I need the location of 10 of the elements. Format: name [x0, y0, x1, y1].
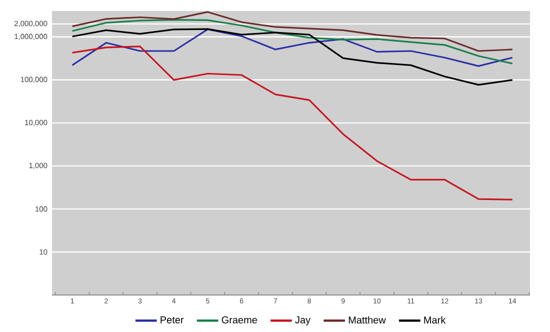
line-series [72, 28, 514, 67]
line-series [72, 46, 514, 200]
legend-label: Jay [295, 316, 311, 326]
line-series [72, 11, 514, 52]
line-series [72, 28, 514, 86]
legend-label: Graeme [222, 316, 258, 324]
line-series [72, 18, 514, 64]
legend-label: Peter [160, 316, 184, 324]
legend-label: Matthew [348, 316, 386, 324]
legend-label: Mark [424, 316, 446, 324]
